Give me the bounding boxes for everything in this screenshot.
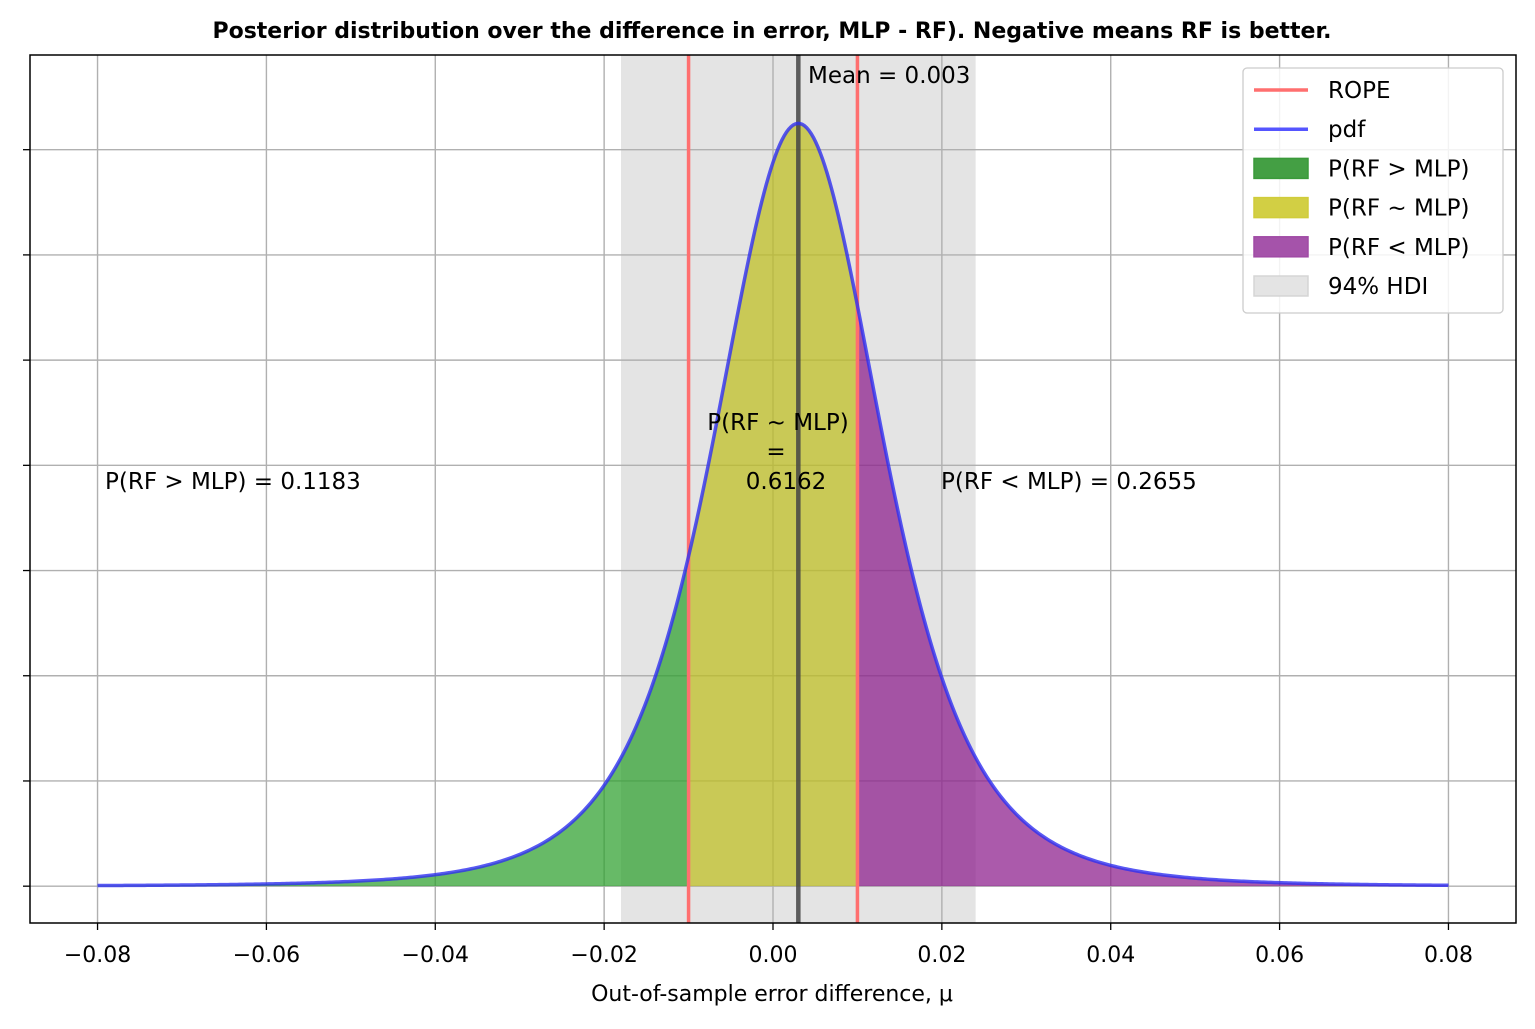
- legend-swatch-patch: [1253, 196, 1309, 219]
- legend-swatch-patch: [1253, 236, 1309, 258]
- x-tick-label: −0.04: [402, 943, 469, 968]
- legend-label: 94% HDI: [1328, 274, 1428, 300]
- legend: ROPE pdf P(RF > MLP) P(RF ~ MLP) P(RF < MLP)…: [1242, 67, 1504, 314]
- annotation-rf-better: P(RF > MLP) = 0.1183: [105, 469, 361, 495]
- legend-swatch-patch: [1253, 157, 1309, 180]
- x-tick-label: 0.04: [1086, 943, 1135, 968]
- region-mlp-better: [857, 305, 1449, 887]
- mean-label: Mean = 0.003: [808, 63, 970, 89]
- legend-swatch-patch: [1253, 275, 1309, 297]
- x-tick-label: −0.06: [233, 943, 300, 968]
- region-rf-better: [97, 556, 689, 887]
- x-tick-label: 0.08: [1424, 943, 1473, 968]
- x-axis-label: Out-of-sample error difference, μ: [591, 982, 953, 1007]
- annotation-rope-line3: 0.6162: [746, 469, 826, 495]
- x-tick-label: 0.00: [749, 943, 798, 968]
- annotation-rope-line1: P(RF ~ MLP): [707, 410, 848, 436]
- region-rope: [688, 123, 858, 887]
- annotation-mlp-better: P(RF < MLP) = 0.2655: [941, 469, 1197, 495]
- pdf-curve: [97, 121, 1449, 888]
- legend-label: P(RF > MLP): [1328, 156, 1469, 182]
- x-tick-label: −0.02: [570, 943, 637, 968]
- legend-label: pdf: [1328, 117, 1366, 143]
- legend-label: P(RF < MLP): [1328, 235, 1469, 261]
- legend-label: P(RF ~ MLP): [1328, 196, 1469, 222]
- plot-area: [30, 55, 1516, 923]
- x-tick-label: 0.02: [917, 943, 966, 968]
- x-tick-label: −0.08: [64, 943, 131, 968]
- annotation-rope-line2: =: [766, 439, 785, 465]
- chart-title: Posterior distribution over the differen…: [212, 19, 1331, 44]
- x-tick-label: 0.06: [1255, 943, 1304, 968]
- legend-label: ROPE: [1328, 78, 1391, 104]
